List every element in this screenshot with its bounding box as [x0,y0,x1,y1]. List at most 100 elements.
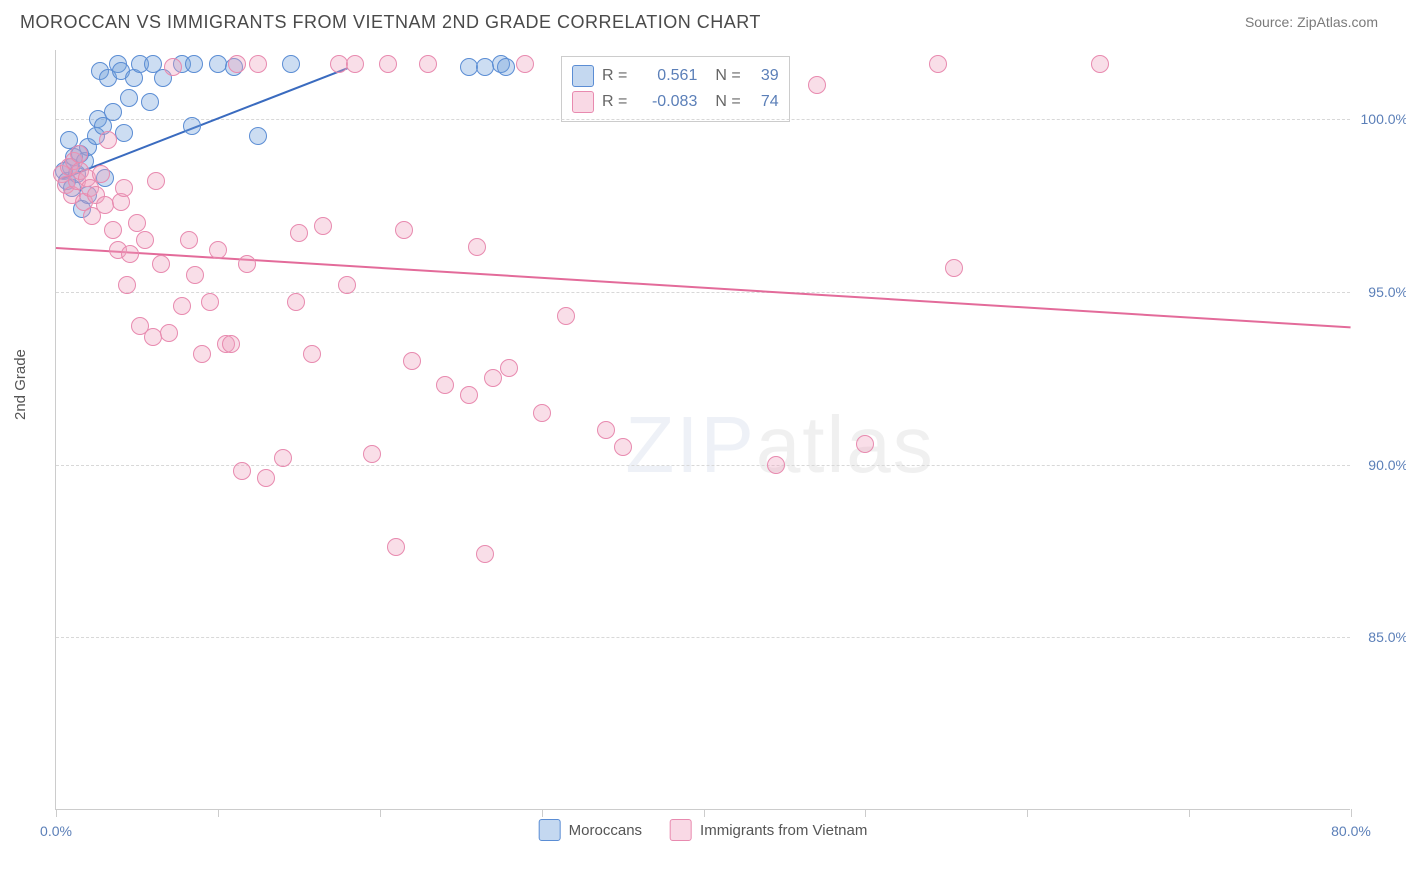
gridline [56,292,1350,293]
scatter-point [436,376,454,394]
watermark-part2: atlas [756,400,935,489]
scatter-point [468,238,486,256]
scatter-point [222,335,240,353]
legend-label: Immigrants from Vietnam [700,822,867,839]
legend-item: Immigrants from Vietnam [670,819,867,841]
scatter-point [403,352,421,370]
scatter-point [238,255,256,273]
gridline [56,465,1350,466]
scatter-point [484,369,502,387]
x-tick [865,809,866,817]
scatter-point [115,124,133,142]
r-label: R = [602,93,627,111]
scatter-point [856,435,874,453]
scatter-point [228,55,246,73]
scatter-point [597,421,615,439]
scatter-point [808,76,826,94]
n-label: N = [715,67,740,85]
x-tick [218,809,219,817]
scatter-point [160,324,178,342]
scatter-point [929,55,947,73]
legend-swatch [539,819,561,841]
x-tick [704,809,705,817]
scatter-point [557,307,575,325]
scatter-point [379,55,397,73]
scatter-point [497,58,515,76]
scatter-point [104,221,122,239]
scatter-point [363,445,381,463]
scatter-point [152,255,170,273]
scatter-point [249,127,267,145]
plot-area: ZIPatlas R =0.561N =39R =-0.083N =74 Mor… [55,50,1350,810]
n-value: 39 [749,67,779,85]
scatter-point [1091,55,1109,73]
scatter-point [121,245,139,263]
scatter-point [460,386,478,404]
scatter-point [387,538,405,556]
scatter-point [338,276,356,294]
source-label: Source: ZipAtlas.com [1245,14,1378,30]
scatter-point [516,55,534,73]
scatter-point [164,58,182,76]
watermark-part1: ZIP [625,400,755,489]
y-tick-label: 100.0% [1361,111,1406,127]
scatter-point [96,196,114,214]
stats-row: R =-0.083N =74 [572,89,779,115]
scatter-point [144,328,162,346]
scatter-point [767,456,785,474]
legend-label: Moroccans [569,822,642,839]
scatter-point [141,93,159,111]
scatter-point [476,58,494,76]
scatter-point [274,449,292,467]
chart-title: MOROCCAN VS IMMIGRANTS FROM VIETNAM 2ND … [20,12,761,33]
swatch-pink [572,91,594,113]
legend-item: Moroccans [539,819,642,841]
scatter-point [249,55,267,73]
legend: Moroccans Immigrants from Vietnam [539,819,868,841]
x-tick [380,809,381,817]
stats-row: R = 0.561 N = 39 [572,63,779,89]
scatter-point [209,241,227,259]
stats-box: R =0.561N =39R =-0.083N =74 [561,56,790,122]
x-tick-label: 80.0% [1331,823,1371,839]
n-label: N = [715,93,740,111]
x-tick-label: 0.0% [40,823,72,839]
y-tick-label: 85.0% [1368,629,1406,645]
scatter-point [183,117,201,135]
scatter-point [476,545,494,563]
y-axis-label: 2nd Grade [12,349,29,420]
scatter-point [533,404,551,422]
scatter-point [173,297,191,315]
scatter-point [314,217,332,235]
y-tick-label: 95.0% [1368,284,1406,300]
r-value: 0.561 [635,67,697,85]
gridline [56,119,1350,120]
scatter-point [120,89,138,107]
scatter-point [290,224,308,242]
scatter-point [147,172,165,190]
scatter-point [115,179,133,197]
r-label: R = [602,67,627,85]
scatter-point [118,276,136,294]
scatter-point [104,103,122,121]
scatter-point [303,345,321,363]
scatter-point [257,469,275,487]
x-tick [1351,809,1352,817]
scatter-point [945,259,963,277]
scatter-point [193,345,211,363]
scatter-point [282,55,300,73]
scatter-point [500,359,518,377]
scatter-point [395,221,413,239]
swatch-blue [572,65,594,87]
scatter-point [233,462,251,480]
scatter-point [201,293,219,311]
scatter-point [419,55,437,73]
scatter-point [136,231,154,249]
legend-swatch [670,819,692,841]
scatter-point [209,55,227,73]
x-tick [542,809,543,817]
r-value: -0.083 [635,93,697,111]
scatter-point [99,131,117,149]
scatter-point [186,266,204,284]
scatter-point [185,55,203,73]
